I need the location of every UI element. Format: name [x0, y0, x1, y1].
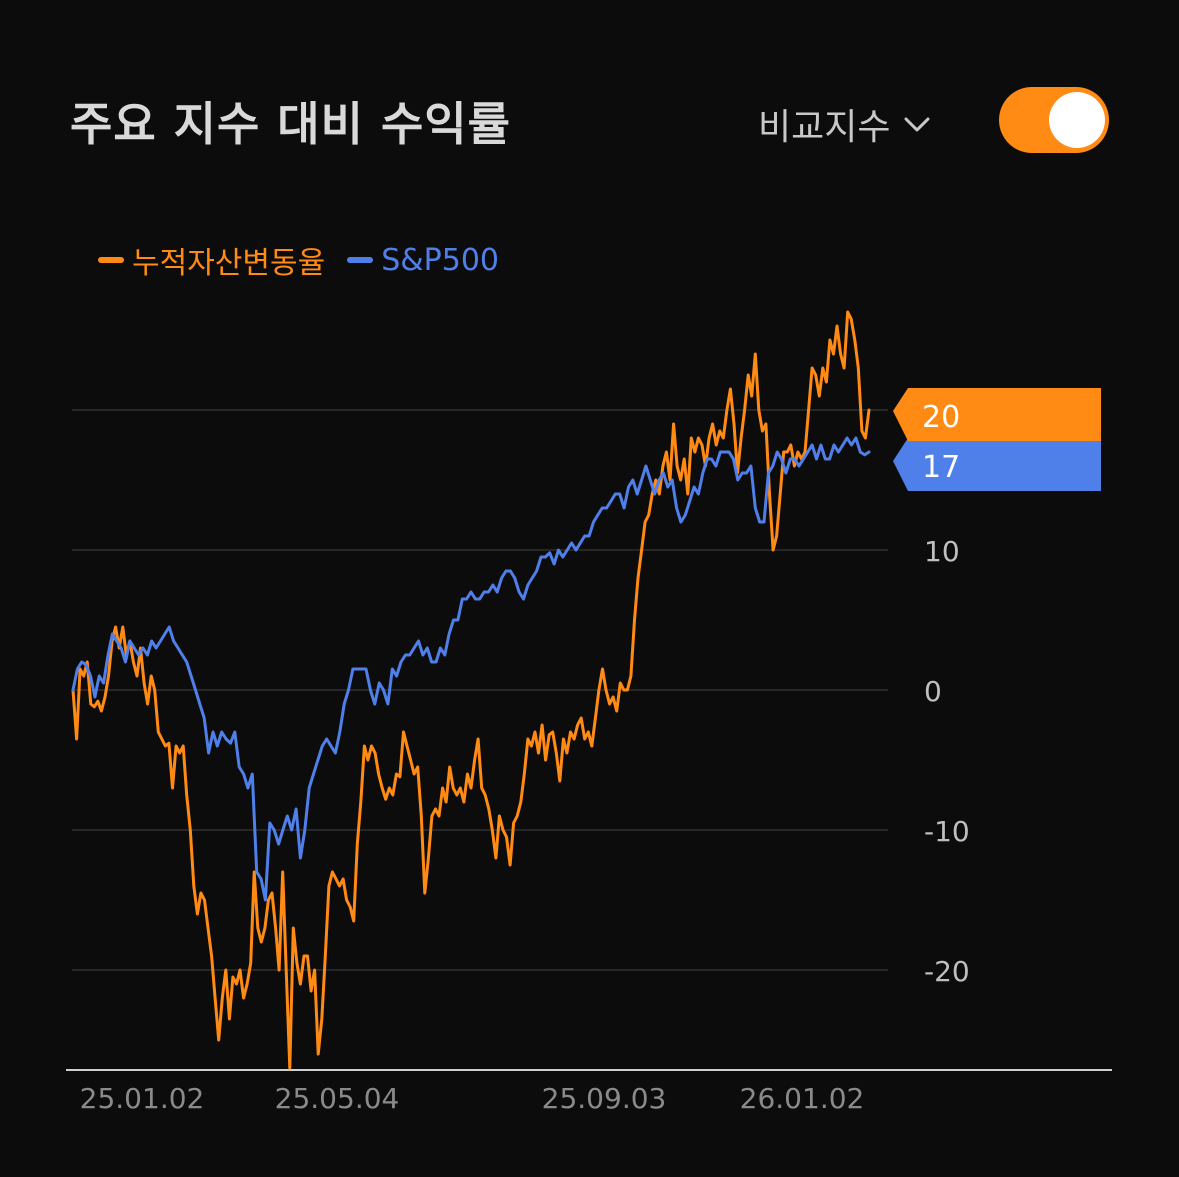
chevron-down-icon [904, 117, 930, 132]
toggle-knob [1049, 92, 1105, 148]
series-line-portfolio [71, 310, 871, 1070]
x-tick-label: 25.05.04 [275, 1082, 400, 1115]
legend-label-portfolio: 누적자산변동율 [132, 246, 326, 281]
legend-item-portfolio[interactable]: 누적자산변동율 [98, 238, 325, 282]
legend-swatch-sp500 [347, 257, 374, 263]
end-badge-sp500 [893, 438, 1101, 491]
end-value-sp500: 17 [922, 450, 960, 485]
x-tick-label: 26.01.02 [740, 1082, 865, 1115]
legend-swatch-portfolio [98, 257, 124, 263]
end-badge-portfolio [893, 388, 1101, 441]
compare-toggle[interactable] [999, 87, 1109, 153]
compare-index-label: 비교지수 [758, 107, 891, 148]
page-title: 주요 지수 대비 수익률 [70, 97, 511, 151]
legend-label-sp500: S&P500 [381, 242, 499, 278]
series-line-sp500 [71, 436, 871, 902]
chart-legend: 누적자산변동율 S&P500 [98, 238, 499, 282]
y-tick-label: 0 [924, 675, 942, 708]
x-tick-label: 25.09.03 [542, 1082, 667, 1115]
y-tick-label: 10 [924, 535, 960, 568]
y-tick-label: -10 [924, 815, 970, 848]
end-value-portfolio: 20 [922, 400, 960, 435]
legend-item-sp500[interactable]: S&P500 [347, 243, 499, 278]
x-tick-label: 25.01.02 [80, 1082, 205, 1115]
y-tick-label: -20 [924, 955, 970, 988]
compare-index-dropdown[interactable]: 비교지수 [758, 98, 932, 150]
